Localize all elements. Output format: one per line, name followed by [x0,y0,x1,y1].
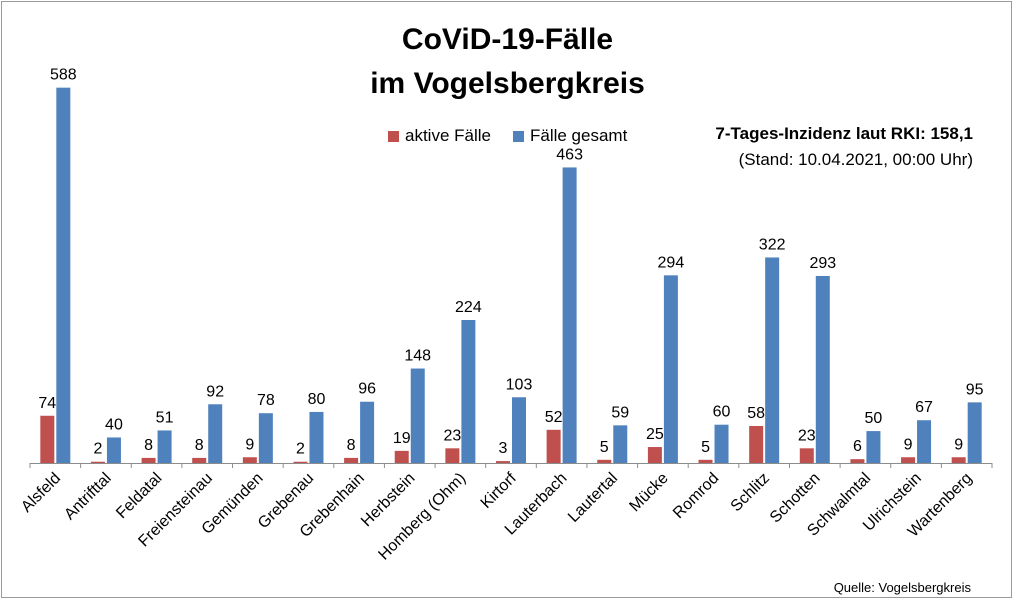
bar-total [512,397,526,463]
data-label-total: 51 [156,409,174,426]
data-label-active: 25 [646,426,664,443]
x-tick-label: Feldatal [113,470,165,522]
bar-active [799,448,814,463]
bar-total [613,425,628,463]
data-label-active: 58 [747,405,765,422]
bar-active [192,457,207,463]
bar-total [258,413,273,463]
bar-total [765,257,780,463]
data-label-total: 59 [611,404,629,421]
data-label-active: 2 [93,441,102,458]
legend-item-total: Fälle gesamt [512,126,628,146]
data-label-active: 9 [904,436,913,453]
bar-total [663,275,678,463]
chart-subtitle: im Vogelsbergkreis [370,67,645,100]
legend-label-total: Fälle gesamt [529,126,628,145]
legend: aktive Fälle Fälle gesamt [388,126,641,146]
data-label-total: 50 [865,410,883,427]
x-tick-label: Antrifttal [61,470,115,524]
bar-active [242,457,257,463]
legend-swatch-total [512,130,524,142]
bar-active [445,448,460,463]
legend-item-active: aktive Fälle [388,126,491,146]
data-label-active: 52 [545,409,563,426]
data-label-active: 9 [245,436,254,453]
data-label-total: 60 [713,404,731,421]
data-label-active: 5 [701,439,710,456]
bar-active [901,457,916,463]
incidence-note: 7-Tages-Inzidenz laut RKI: 158,1 [715,124,973,143]
data-label-total: 92 [206,383,224,400]
bar-total [967,402,982,463]
data-label-active: 2 [296,441,305,458]
bar-total [714,424,729,463]
chart-title: CoViD-19-Fälle [401,23,614,56]
data-label-active: 3 [499,440,508,457]
x-tick-label: Homberg (Ohm) [375,470,469,564]
data-label-total: 148 [404,348,431,365]
bar-total [815,275,830,463]
legend-label-active: aktive Fälle [405,126,491,145]
data-label-total: 95 [966,381,984,398]
bar-total [917,420,932,463]
data-label-total: 40 [105,416,123,433]
data-label-active: 8 [347,437,356,454]
data-label-total: 80 [308,391,326,408]
data-label-active: 8 [144,437,153,454]
bar-total [360,401,375,463]
bar-active [546,429,561,463]
data-label-active: 5 [600,439,609,456]
bar-total [56,87,71,463]
bar-active [951,457,966,463]
bar-active [749,425,764,463]
data-label-total: 463 [556,146,583,163]
bar-total [410,368,425,463]
bar-active [344,457,359,463]
data-label-total: 588 [50,67,77,84]
x-tick-label: Kirtorf [478,469,521,512]
bar-total [106,437,121,463]
bar-active [394,450,409,463]
data-label-total: 294 [658,254,685,271]
bar-total [157,430,172,463]
bar-total [461,320,476,463]
bar-total [562,167,577,463]
bar-active [597,459,612,463]
bar-active [293,461,308,463]
data-label-total: 293 [809,255,836,272]
date-note: (Stand: 10.04.2021, 00:00 Uhr) [738,150,973,169]
data-label-active: 19 [393,430,411,447]
data-label-total: 322 [759,236,786,253]
x-tick-label: Romrod [670,470,722,522]
data-label-total: 67 [915,399,933,416]
bar-active [141,457,156,463]
bar-active [40,415,55,463]
data-label-total: 103 [506,376,533,393]
data-label-total: 96 [358,381,376,398]
x-tick-label: Lautertal [565,470,621,526]
legend-swatch-active [388,130,399,142]
data-label-active: 23 [443,427,461,444]
data-label-active: 6 [853,438,862,455]
data-label-active: 9 [954,436,963,453]
source-label: Quelle: Vogelsbergkreis [833,580,971,595]
bar-active [698,459,713,463]
bar-total [309,411,324,463]
x-tick-label: Schlitz [728,470,773,515]
data-label-active: 74 [38,395,56,412]
data-label-active: 8 [195,437,204,454]
x-tick-label: Alsfeld [18,470,64,516]
bar-active [647,447,662,463]
bar-active [90,461,105,463]
x-tick-label: Mücke [626,470,671,515]
data-label-total: 224 [455,299,482,316]
data-label-total: 78 [257,392,275,409]
bar-total [866,431,881,463]
bar-total [208,404,223,463]
data-label-active: 23 [798,427,816,444]
bar-active [850,459,865,463]
bar-active [496,461,510,463]
